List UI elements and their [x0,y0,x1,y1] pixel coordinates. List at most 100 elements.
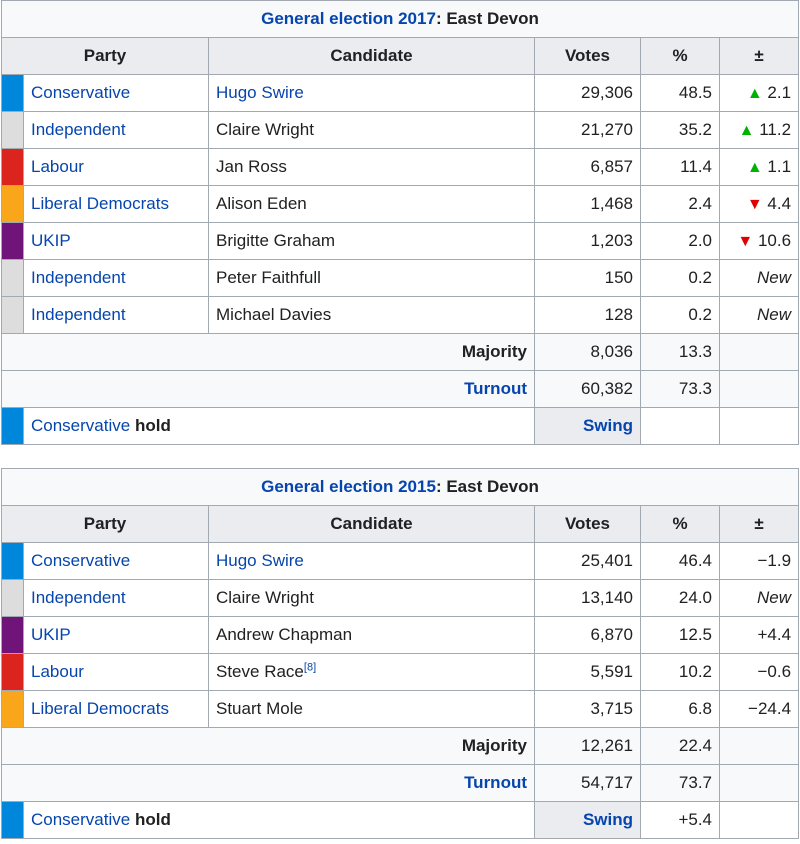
percent-cell: 10.2 [640,653,720,691]
votes-cell: 6,857 [534,148,641,186]
turnout-votes: 60,382 [534,370,641,408]
table-row: Conservative Hugo Swire 25,401 46.4 −1.9 [1,542,800,580]
reference-link[interactable]: [8] [303,661,317,674]
percent-cell: 2.4 [640,185,720,223]
change-value: 10.6 [757,231,792,250]
party-link[interactable]: Labour [23,653,209,691]
table-row: Independent Claire Wright 13,140 24.0 Ne… [1,579,800,617]
election-link[interactable]: General election 2015 [261,477,436,496]
turnout-link[interactable]: Turnout [1,370,535,408]
party-link[interactable]: Labour [23,148,209,186]
decrease-arrow-icon: ▼ [746,196,763,213]
candidate-link[interactable]: Hugo Swire [208,542,535,580]
change-cell: −24.4 [718,690,800,728]
candidate-name: Peter Faithfull [208,259,535,297]
change-value: 1.1 [767,157,792,176]
party-link[interactable]: Conservative [31,416,131,435]
table-row: Labour Jan Ross 6,857 11.4 ▲ 1.1 [1,148,800,186]
votes-cell: 6,870 [534,616,641,654]
turnout-percent: 73.3 [640,370,720,408]
empty-cell [718,370,800,408]
party-color-swatch [1,579,24,617]
swing-value [640,407,720,445]
party-color-swatch [1,185,24,223]
increase-arrow-icon: ▲ [738,122,755,139]
votes-cell: 3,715 [534,690,641,728]
change-cell: New [718,579,800,617]
table-row: UKIP Andrew Chapman 6,870 12.5 +4.4 [1,616,800,654]
party-color-swatch [1,616,24,654]
percent-cell: 12.5 [640,616,720,654]
election-link[interactable]: General election 2017 [261,9,436,28]
increase-arrow-icon: ▲ [746,159,763,176]
empty-cell [718,801,800,839]
swing-link[interactable]: Swing [534,407,641,445]
col-header-change: ± [718,505,800,543]
col-header-candidate: Candidate [208,505,535,543]
majority-row: Majority 12,261 22.4 [1,727,800,765]
col-header-percent: % [640,37,720,75]
percent-cell: 0.2 [640,259,720,297]
turnout-votes: 54,717 [534,764,641,802]
party-color-swatch [1,690,24,728]
candidate-name: Claire Wright [208,111,535,149]
candidate-name-text: Steve Race [216,662,304,681]
hold-cell: Conservative hold [23,801,535,839]
hold-row: Conservative hold Swing [1,407,800,445]
percent-cell: 6.8 [640,690,720,728]
candidate-link[interactable]: Hugo Swire [208,74,535,112]
turnout-link[interactable]: Turnout [1,764,535,802]
turnout-row: Turnout 54,717 73.7 [1,764,800,802]
change-cell: −0.6 [718,653,800,691]
candidate-name: Andrew Chapman [208,616,535,654]
party-color-swatch [1,111,24,149]
percent-cell: 2.0 [640,222,720,260]
constituency-label: : East Devon [435,477,539,496]
table-row: Conservative Hugo Swire 29,306 48.5 ▲ 2.… [1,74,800,112]
change-cell: ▲ 11.2 [718,111,800,149]
percent-cell: 24.0 [640,579,720,617]
hold-label: hold [134,810,171,829]
votes-cell: 25,401 [534,542,641,580]
empty-cell [718,407,800,445]
increase-arrow-icon: ▲ [746,85,763,102]
candidate-name: Alison Eden [208,185,535,223]
party-link[interactable]: Independent [23,296,209,334]
empty-cell [718,333,800,371]
percent-cell: 35.2 [640,111,720,149]
hold-row: Conservative hold Swing +5.4 [1,801,800,839]
party-color-swatch [1,801,24,839]
party-color-swatch [1,653,24,691]
party-color-swatch [1,296,24,334]
change-value: 2.1 [767,83,792,102]
swing-link[interactable]: Swing [534,801,641,839]
col-header-party: Party [1,37,209,75]
candidate-name: Stuart Mole [208,690,535,728]
votes-cell: 128 [534,296,641,334]
party-link[interactable]: Conservative [23,542,209,580]
party-link[interactable]: UKIP [23,616,209,654]
votes-cell: 150 [534,259,641,297]
party-link[interactable]: Liberal Democrats [23,185,209,223]
change-value: 11.2 [759,120,792,139]
hold-cell: Conservative hold [23,407,535,445]
votes-cell: 13,140 [534,579,641,617]
party-link[interactable]: UKIP [23,222,209,260]
party-link[interactable]: Conservative [31,810,131,829]
party-link[interactable]: Conservative [23,74,209,112]
party-link[interactable]: Independent [23,111,209,149]
majority-percent: 22.4 [640,727,720,765]
votes-cell: 5,591 [534,653,641,691]
table-row: Independent Peter Faithfull 150 0.2 New [1,259,800,297]
party-link[interactable]: Independent [23,259,209,297]
change-value: 4.4 [767,194,792,213]
table-row: Liberal Democrats Alison Eden 1,468 2.4 … [1,185,800,223]
majority-percent: 13.3 [640,333,720,371]
empty-cell [718,727,800,765]
party-color-swatch [1,74,24,112]
constituency-label: : East Devon [435,9,539,28]
party-link[interactable]: Liberal Democrats [23,690,209,728]
party-link[interactable]: Independent [23,579,209,617]
change-cell: ▼ 10.6 [718,222,800,260]
percent-cell: 48.5 [640,74,720,112]
